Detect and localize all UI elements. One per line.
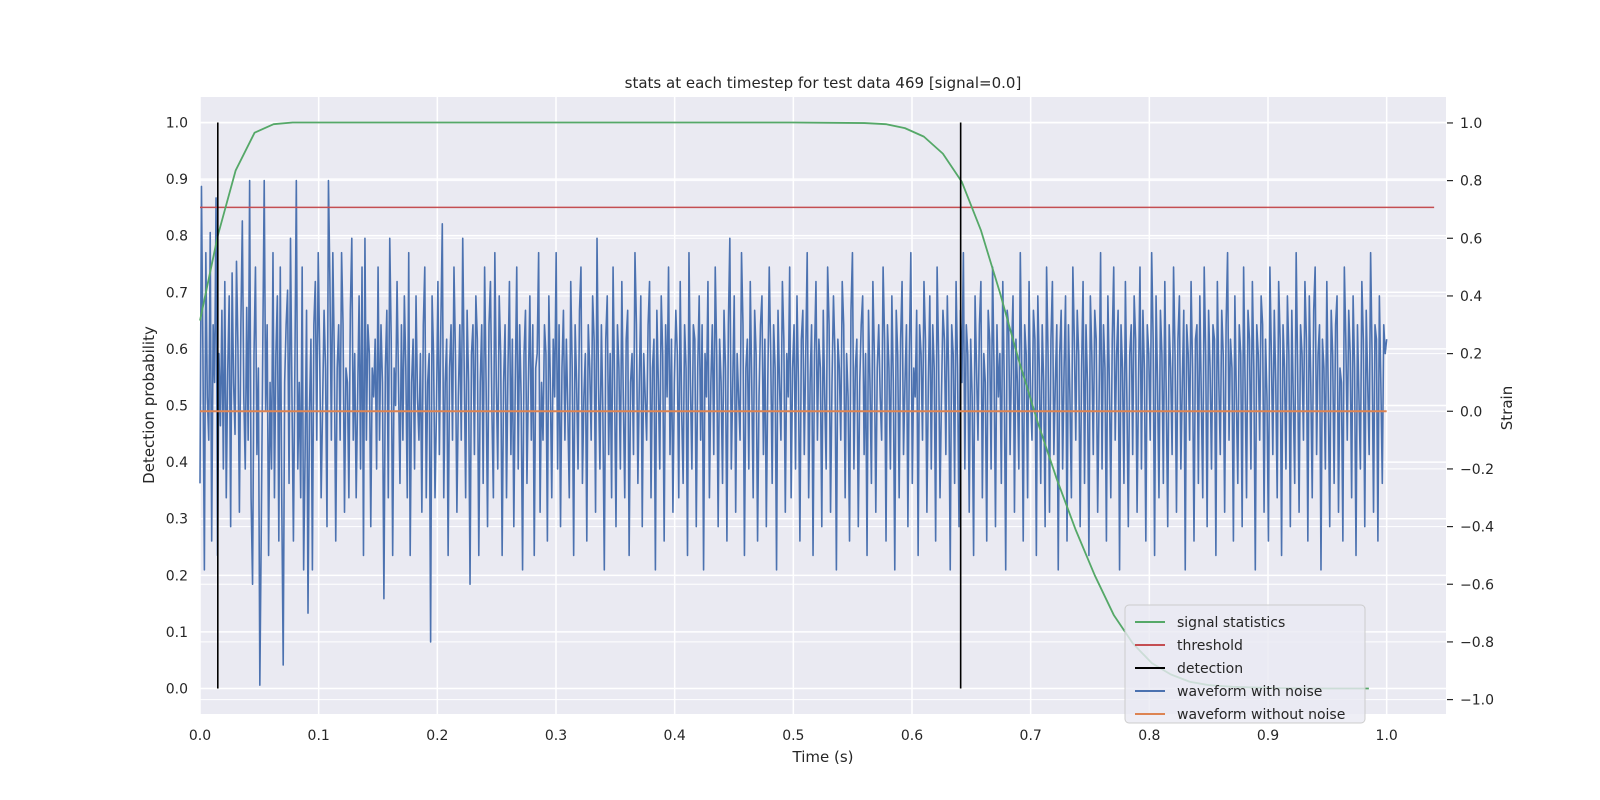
x-tick-label: 0.7: [1020, 728, 1042, 744]
y-tick-label-left: 0.8: [166, 229, 188, 245]
y-tick-label-left: 0.5: [166, 399, 188, 415]
x-tick-label: 0.1: [308, 728, 330, 744]
x-tick-label: 0.0: [189, 728, 211, 744]
y-tick-label-right: −0.8: [1460, 635, 1494, 651]
legend-label: signal statistics: [1177, 615, 1285, 631]
y-tick-label-right: 0.4: [1460, 289, 1482, 305]
x-tick-label: 0.5: [782, 728, 804, 744]
y-tick-label-left: 0.9: [166, 172, 188, 188]
y-tick-label-right: 0.2: [1460, 347, 1482, 363]
x-tick-label: 0.6: [901, 728, 923, 744]
legend-label: waveform with noise: [1177, 684, 1322, 700]
y-tick-label-right: 0.8: [1460, 174, 1482, 190]
y-tick-label-left: 0.3: [166, 512, 188, 528]
y-tick-label-right: 1.0: [1460, 116, 1482, 132]
y-ticks-left: 0.0 0.1 0.2 0.3 0.4 0.5 0.6 0.7 0.8 0.9 1.0: [166, 115, 188, 697]
x-ticks: 0.0 0.1 0.2 0.3 0.4 0.5 0.6 0.7 0.8 0.9 1.0: [189, 728, 1398, 744]
y-tick-label-left: 0.0: [166, 682, 188, 698]
x-tick-label: 0.3: [545, 728, 567, 744]
y-tick-label-right: −1.0: [1460, 693, 1494, 709]
x-tick-label: 0.4: [664, 728, 686, 744]
x-axis-label: Time (s): [792, 748, 854, 766]
x-tick-label: 1.0: [1376, 728, 1398, 744]
legend-label: threshold: [1177, 638, 1243, 654]
x-tick-label: 0.9: [1257, 728, 1279, 744]
legend-box: [1124, 604, 1366, 724]
legend-label: waveform without noise: [1177, 707, 1345, 723]
chart-title: stats at each timestep for test data 469…: [625, 74, 1022, 92]
y-axis-label-right: Strain: [1498, 386, 1516, 430]
y-tick-label-left: 0.6: [166, 342, 188, 358]
x-tick-label: 0.8: [1138, 728, 1160, 744]
y-tick-label-left: 0.4: [166, 455, 188, 471]
y-tick-label-left: 0.7: [166, 285, 188, 301]
y-tick-label-left: 1.0: [166, 115, 188, 131]
y-axis-label-left: Detection probability: [140, 326, 158, 484]
y-tick-label-left: 0.1: [166, 625, 188, 641]
series-waveform-with-noise: [199, 179, 1388, 686]
y-ticks-right: −1.0 −0.8 −0.6 −0.4 −0.2 0.0 0.2 0.4 0.6 0.8 1.0: [1447, 116, 1494, 709]
y-tick-label-right: 0.6: [1460, 231, 1482, 247]
y-tick-label-right: −0.2: [1460, 462, 1494, 478]
y-tick-label-right: −0.4: [1460, 520, 1494, 536]
legend: signal statistics threshold detection wavef…: [1124, 604, 1366, 724]
legend-label: detection: [1177, 661, 1243, 677]
y-tick-label-left: 0.2: [166, 568, 188, 584]
y-tick-label-right: −0.6: [1460, 577, 1494, 593]
y-tick-label-right: 0.0: [1460, 404, 1482, 420]
x-tick-label: 0.2: [426, 728, 448, 744]
